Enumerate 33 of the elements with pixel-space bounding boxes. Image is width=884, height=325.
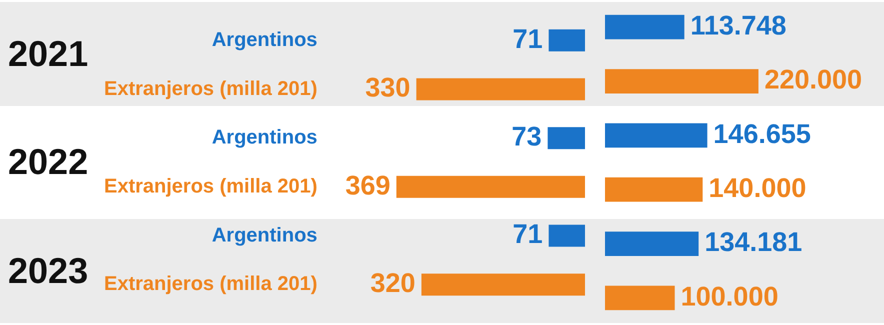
bar [421,274,585,296]
bar [548,127,585,150]
data-label: 140.000 [708,173,806,204]
bar [548,224,585,247]
data-label: 320 [370,268,416,298]
data-label: 113.748 [690,10,786,41]
bar [605,123,708,148]
data-label: 100.000 [680,281,778,312]
data-label: 220.000 [764,64,862,95]
bar [605,69,758,94]
data-label: 146.655 [713,118,811,149]
y-tick-label: Argentinos [212,28,318,51]
bar [605,177,703,202]
y-tick-label: Extranjeros (milla 201) [104,175,318,198]
y-tick-label: Argentinos [212,126,318,149]
text: 2023 [8,248,88,293]
bar [396,176,585,198]
data-label: 71 [512,219,543,250]
bar [605,14,684,40]
y-tick-label: Extranjeros (milla 201) [104,273,318,296]
data-label: 134.181 [704,227,802,258]
text: 2022 [8,140,88,184]
data-label: 71 [512,24,543,54]
data-label: 73 [512,122,542,152]
y-tick-label: Extranjeros (milla 201) [104,78,318,100]
bar [605,286,675,310]
data-label: 369 [345,170,390,200]
bar [416,78,585,100]
bar [605,232,699,256]
bar [548,29,585,52]
y-tick-label: Argentinos [212,224,318,246]
data-label: 330 [365,72,410,103]
text: 2021 [8,32,88,76]
